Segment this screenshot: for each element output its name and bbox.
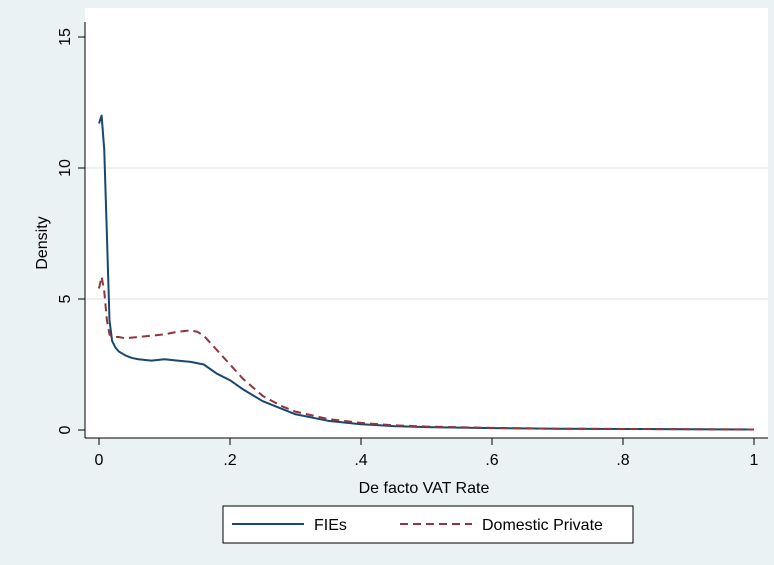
x-tick-label: .2 xyxy=(223,452,236,469)
x-tick-label: .8 xyxy=(616,452,629,469)
plot-area xyxy=(85,8,768,438)
y-tick-label: 15 xyxy=(57,28,74,46)
y-tick-label: 5 xyxy=(57,294,74,303)
x-tick-label: .4 xyxy=(354,452,367,469)
axis-ticks: 0 5 10 15 0 .2 .4 .6 .8 1 xyxy=(57,28,759,469)
x-tick-label: 0 xyxy=(95,452,104,469)
legend-label: FIEs xyxy=(314,517,347,534)
legend-label: Domestic Private xyxy=(482,517,603,534)
y-axis-title: Density xyxy=(34,216,51,269)
x-tick-label: .6 xyxy=(485,452,498,469)
x-tick-label: 1 xyxy=(750,452,759,469)
series-line-domestic-private xyxy=(98,275,755,431)
x-axis-title: De facto VAT Rate xyxy=(359,480,490,497)
y-tick-label: 0 xyxy=(57,425,74,434)
series-lines xyxy=(98,114,755,431)
gridlines xyxy=(86,167,768,300)
legend: FIEs Domestic Private xyxy=(222,505,634,544)
y-tick-label: 10 xyxy=(57,159,74,177)
